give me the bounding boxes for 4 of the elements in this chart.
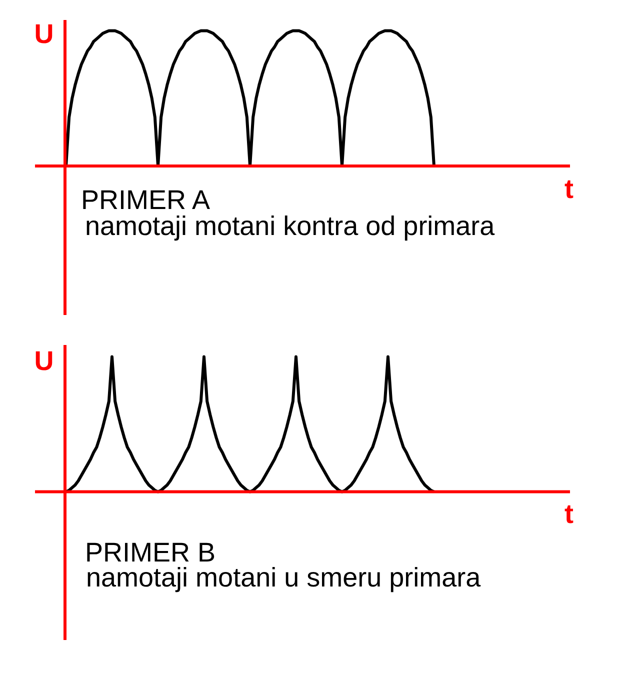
y-axis-title: U [34, 346, 54, 376]
y-axis-title: U [34, 19, 54, 49]
x-axis-title: t [564, 174, 574, 204]
x-axis-title: t [564, 499, 574, 529]
